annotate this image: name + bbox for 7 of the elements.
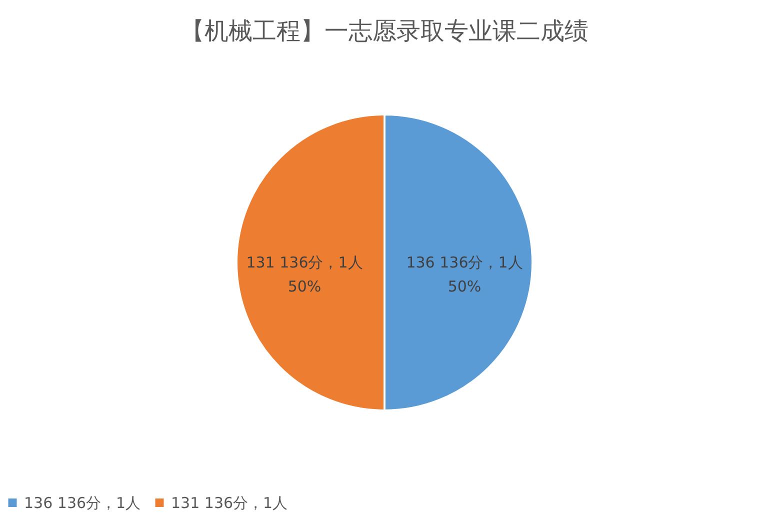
- legend-label: 136 136分，1人: [24, 494, 141, 512]
- legend-label: 131 136分，1人: [171, 494, 288, 512]
- slice-label: 131 136分，1人: [246, 254, 363, 272]
- data-label: 50%: [288, 278, 322, 296]
- data-label: 50%: [448, 278, 482, 296]
- chart-title: 【机械工程】一志愿录取专业课二成绩: [180, 17, 588, 45]
- slice-label: 136 136分，1人: [406, 254, 523, 272]
